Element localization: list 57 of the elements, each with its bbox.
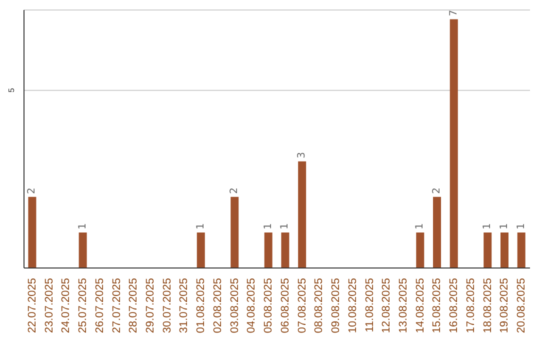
x-tick-label: 09.08.2025 [330,278,342,334]
bar [416,232,424,268]
y-tick-label: 5 [7,88,16,93]
bar [517,232,526,268]
bar [298,161,306,268]
x-tick-label: 28.07.2025 [128,278,140,334]
x-tick-label: 10.08.2025 [346,278,359,334]
bar [78,232,87,268]
x-tick-label: 08.08.2025 [313,278,326,334]
x-tick-label: 19.08.2025 [498,278,511,334]
data-label: 1 [482,223,494,230]
x-tick-label: 17.08.2025 [464,278,477,334]
data-label: 1 [77,223,88,230]
data-label: 3 [296,152,308,158]
data-label: 1 [262,223,274,230]
bar [484,232,492,268]
x-tick-label: 22.07.2025 [26,278,38,334]
x-tick-label: 04.08.2025 [246,278,258,334]
x-tick-label: 15.08.2025 [431,278,444,334]
bar [281,232,290,268]
x-tick-label: 14.08.2025 [414,278,426,334]
bar [450,19,458,268]
x-tick-label: 12.08.2025 [380,278,393,334]
x-tick-label: 05.08.2025 [262,278,275,334]
bar [230,196,239,268]
bar [28,196,36,268]
x-tick-label: 26.07.2025 [94,278,106,334]
data-label: 1 [498,223,510,230]
x-tick-label: 06.08.2025 [279,278,292,334]
x-tick-label: 20.08.2025 [516,278,528,334]
x-tick-label: 13.08.2025 [398,278,410,334]
bar [433,196,442,268]
data-label: 7 [448,10,460,16]
x-tick-label: 23.07.2025 [43,278,56,334]
bar [196,232,205,268]
x-tick-label: 03.08.2025 [228,278,241,334]
x-tick-label: 07.08.2025 [296,278,308,334]
x-tick-label: 27.07.2025 [110,278,123,334]
x-tick-label: 18.08.2025 [482,278,494,334]
data-label: 1 [516,223,527,230]
bar [500,232,508,268]
x-tick-label: 01.08.2025 [195,278,208,334]
bar [264,232,272,268]
x-tick-label: 16.08.2025 [448,278,460,334]
data-label: 1 [195,223,206,230]
x-tick-label: 25.07.2025 [77,278,90,334]
x-tick-label: 02.08.2025 [212,278,224,334]
data-label: 2 [26,188,38,194]
x-tick-label: 11.08.2025 [364,278,376,332]
x-tick-label: 29.07.2025 [144,278,156,334]
data-label: 1 [414,223,426,230]
x-tick-label: 31.07.2025 [178,278,190,334]
data-label: 1 [280,223,291,230]
data-label: 2 [432,188,443,194]
x-tick-label: 30.07.2025 [161,278,174,334]
x-tick-label: 24.07.2025 [60,278,72,334]
data-label: 2 [229,188,240,194]
